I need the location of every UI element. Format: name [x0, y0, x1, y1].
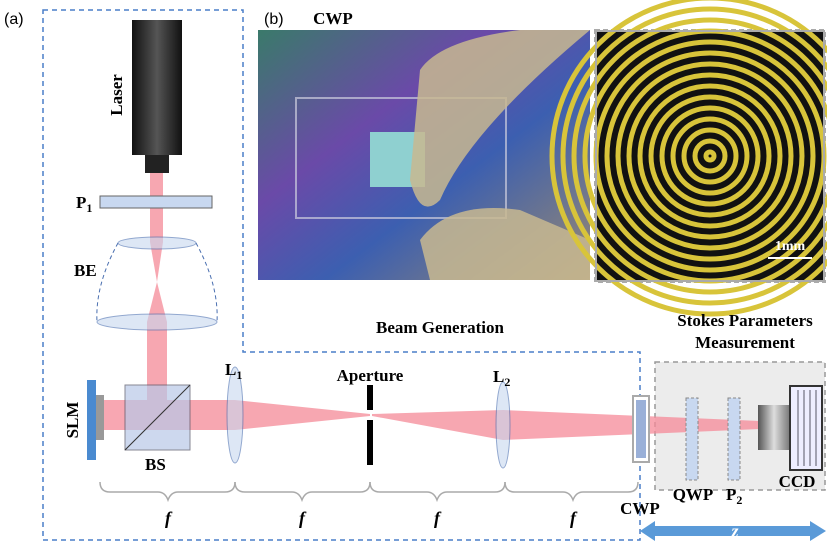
- slm-surface: [96, 395, 104, 440]
- distance: f: [434, 508, 442, 528]
- distance: f: [299, 508, 307, 528]
- label-sub: 2: [736, 493, 742, 507]
- aperture: [367, 420, 373, 465]
- label: L: [493, 367, 504, 386]
- section-title: Measurement: [695, 333, 795, 352]
- section-title: Stokes Parameters: [677, 311, 813, 330]
- polarizer: [728, 398, 740, 480]
- braces: [100, 482, 638, 500]
- label: L1: [225, 360, 242, 382]
- photo-title: CWP: [313, 9, 353, 28]
- panel-label: (b): [264, 11, 284, 28]
- ccd-body: [758, 405, 790, 450]
- label: CCD: [779, 472, 816, 491]
- label: BE: [74, 261, 97, 280]
- aperture: [367, 385, 373, 410]
- cwp: [636, 400, 646, 458]
- lens: [496, 382, 510, 468]
- label: P1: [76, 193, 92, 215]
- axis-label: z: [730, 521, 738, 541]
- label-sub: 1: [86, 201, 92, 215]
- panel-label: (a): [4, 11, 24, 28]
- label: BS: [145, 455, 166, 474]
- lens: [97, 314, 217, 330]
- label: P: [726, 485, 736, 504]
- label: L: [225, 360, 236, 379]
- scale-label: 1mm: [775, 239, 806, 254]
- label: P: [76, 193, 86, 212]
- polarizer: [100, 196, 212, 208]
- label-sub: 1: [236, 368, 242, 382]
- figure: (a) (b) CWP 1mm Laser P1 BE SLM BS: [0, 0, 827, 546]
- label: SLM: [63, 402, 82, 439]
- label-sub: 2: [504, 375, 510, 389]
- label: L2: [493, 367, 510, 389]
- label: QWP: [673, 485, 714, 504]
- label: Aperture: [337, 366, 404, 385]
- ccd-sensor: [790, 386, 822, 470]
- slm-panel: [87, 380, 96, 460]
- lens: [118, 237, 196, 249]
- distance: f: [165, 508, 173, 528]
- qwp: [686, 398, 698, 480]
- label: CWP: [620, 499, 660, 518]
- laser-head: [145, 155, 169, 173]
- label: Laser: [107, 74, 126, 116]
- section-title: Beam Generation: [376, 318, 504, 337]
- laser-body: [132, 20, 182, 155]
- distance: f: [570, 508, 578, 528]
